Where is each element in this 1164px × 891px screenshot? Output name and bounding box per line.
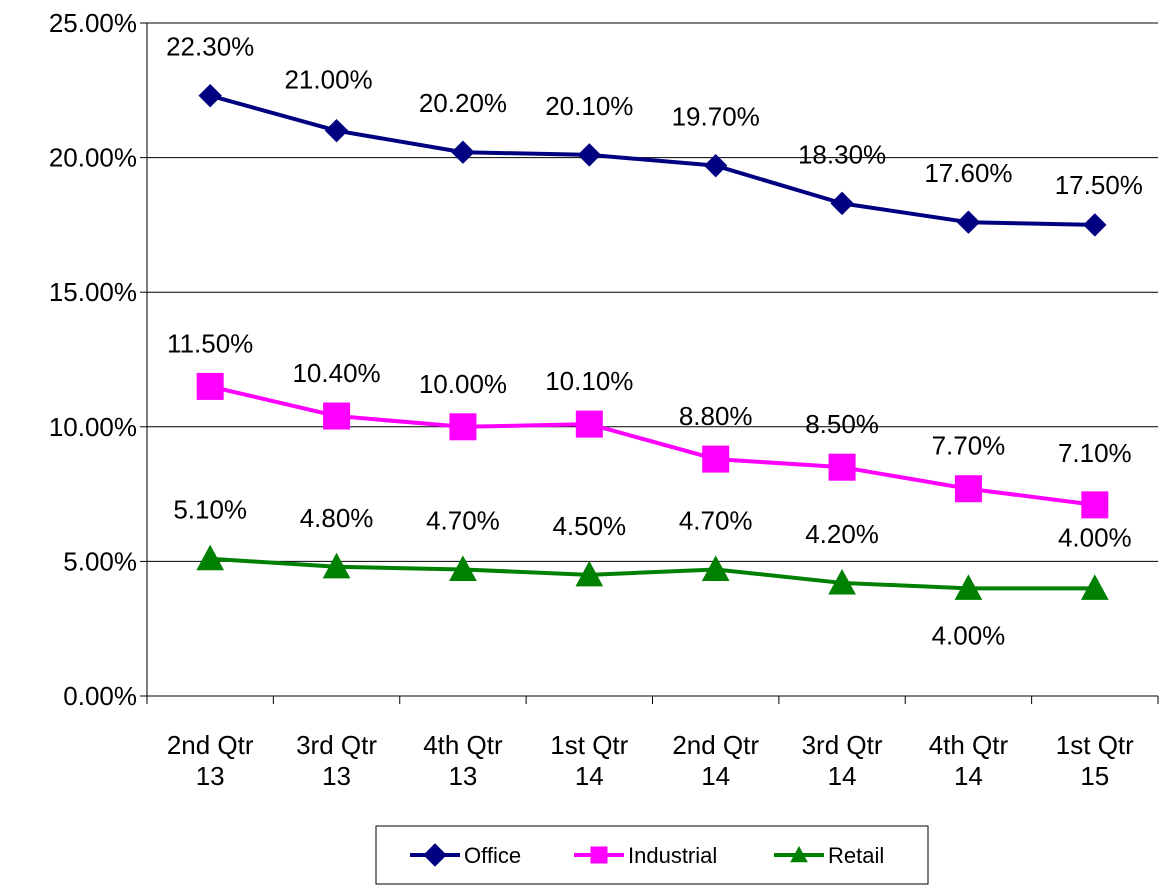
data-point (322, 552, 351, 579)
x-tick-label: 1st Qtr 15 (1056, 730, 1134, 791)
data-label: 19.70% (672, 102, 760, 132)
data-point (1081, 491, 1109, 519)
data-point (323, 402, 351, 430)
y-tick-label: 20.00% (49, 143, 137, 173)
data-point (956, 210, 981, 234)
data-point (196, 544, 225, 571)
data-label: 4.70% (426, 505, 500, 535)
data-point (703, 153, 728, 178)
data-point (451, 140, 475, 164)
data-label: 7.10% (1058, 438, 1132, 468)
x-tick-label: 4th Qtr 14 (929, 730, 1009, 791)
gridlines (147, 22, 1158, 562)
data-point (575, 560, 604, 587)
data-label: 20.10% (545, 91, 633, 121)
data-point (702, 445, 730, 473)
legend: Office Industrial Retail (375, 825, 929, 885)
data-label: 10.40% (292, 358, 380, 388)
data-point (828, 453, 856, 481)
legend-entry-industrial: Industrial (574, 843, 717, 868)
data-point (575, 410, 603, 438)
data-label: 4.80% (300, 503, 374, 533)
legend-marker (590, 846, 608, 864)
data-labels: 22.30% 21.00% 20.20% 20.10% 19.70% 18.30% 17.6… (166, 32, 1143, 651)
data-label: 5.10% (173, 495, 247, 525)
data-label: 21.00% (284, 65, 372, 95)
data-point (449, 555, 477, 582)
data-label: 11.50% (167, 328, 253, 358)
x-tick-label: 3rd Qtr 13 (296, 730, 377, 791)
data-point (196, 372, 224, 400)
data-point (830, 191, 854, 216)
data-point (828, 568, 856, 595)
data-label: 17.50% (1055, 170, 1143, 200)
x-tick-label: 1st Qtr 14 (550, 730, 628, 791)
data-label: 17.60% (924, 158, 1012, 188)
x-tick-label: 2nd Qtr 13 (167, 730, 254, 791)
y-tick-label: 10.00% (49, 412, 137, 442)
y-tick-label: 0.00% (63, 681, 137, 711)
data-point (449, 413, 477, 441)
series-line (209, 384, 1096, 507)
data-point (198, 83, 222, 108)
data-point (954, 574, 983, 600)
legend-marker (423, 843, 447, 867)
y-axis-tick-labels: 0.00% 5.00% 10.00% 15.00% 20.00% 25.00% (49, 8, 137, 711)
data-label: 22.30% (166, 32, 254, 62)
data-point (577, 143, 602, 167)
data-label: 10.00% (419, 369, 507, 399)
data-label: 4.50% (552, 511, 626, 541)
data-label: 8.80% (679, 401, 753, 431)
series-office (198, 83, 1107, 237)
data-label: 4.70% (679, 505, 753, 535)
data-label: 8.50% (805, 409, 879, 439)
series-line (209, 93, 1095, 227)
y-tick-label: 15.00% (49, 277, 137, 307)
series-industrial (196, 372, 1109, 519)
x-tick-label: 4th Qtr 13 (423, 730, 503, 791)
data-label: 4.00% (932, 620, 1006, 650)
data-point (701, 555, 730, 582)
legend-marker (790, 845, 808, 863)
legend-label: Office (464, 843, 521, 868)
data-point (1080, 574, 1109, 600)
legend-box (375, 825, 929, 885)
axes (140, 22, 1159, 704)
x-tick-label: 2nd Qtr 14 (672, 730, 759, 791)
series-lines (196, 83, 1109, 600)
series-line (210, 556, 1095, 591)
legend-entry-retail: Retail (774, 843, 884, 868)
y-tick-label: 5.00% (63, 546, 137, 576)
data-point (954, 475, 982, 503)
x-tick-label: 3rd Qtr 14 (802, 730, 883, 791)
data-label: 20.20% (419, 88, 507, 118)
data-label: 18.30% (798, 139, 886, 169)
y-tick-label: 25.00% (49, 8, 137, 38)
legend-label: Retail (828, 843, 884, 868)
data-label: 4.00% (1058, 522, 1132, 552)
x-axis-tick-labels: 2nd Qtr 13 3rd Qtr 13 4th Qtr 13 1st Qtr 14 2nd … (167, 730, 1134, 791)
data-label: 7.70% (932, 431, 1006, 461)
series-retail (196, 544, 1109, 600)
data-point (324, 118, 349, 143)
legend-label: Industrial (628, 843, 717, 868)
data-label: 4.20% (805, 519, 879, 549)
data-point (1083, 213, 1107, 237)
legend-entry-office: Office (410, 843, 521, 868)
data-label: 10.10% (545, 366, 633, 396)
